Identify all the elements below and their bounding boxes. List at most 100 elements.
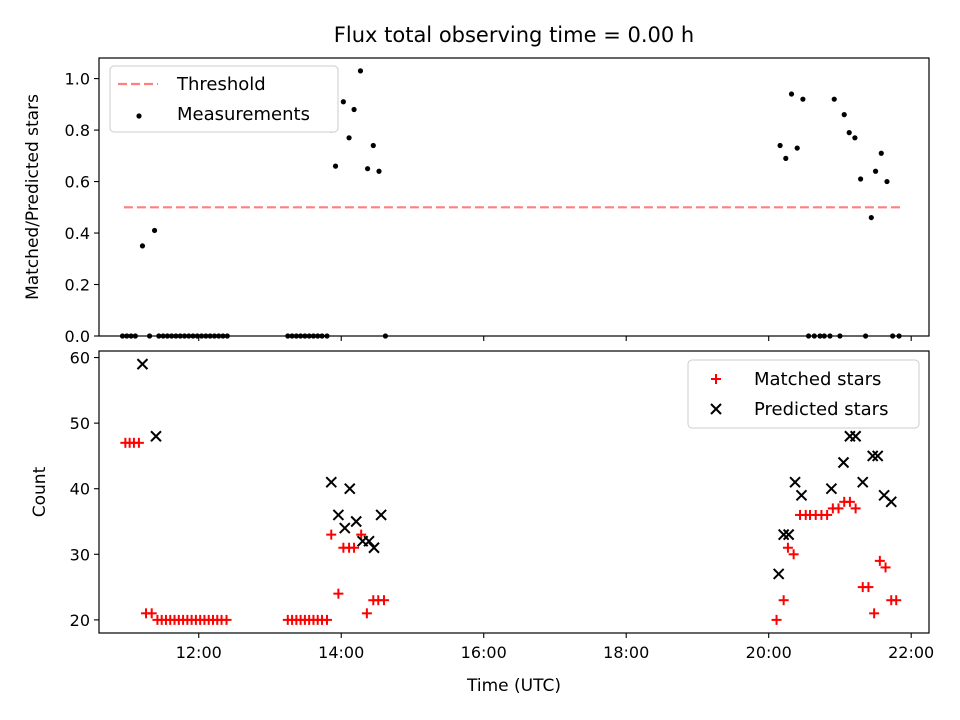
top-legend-box (109, 65, 339, 133)
predicted-star-point (789, 476, 801, 488)
predicted-star-point (772, 568, 785, 580)
bottom-ytick-label: 20 (70, 611, 90, 630)
top-ytick-label: 1.0 (65, 70, 90, 89)
measurement-point (788, 91, 795, 97)
predicted-star-point (837, 456, 850, 469)
matched-star-point (778, 595, 789, 606)
measurement-point (332, 163, 339, 169)
matched-star-point (133, 437, 144, 448)
legend-x-marker (710, 403, 722, 415)
bottom-axis-ticks: 20 30 40 50 60 12:00 14:00 16:00 18:00 20:00 22:00 (70, 349, 935, 662)
top-axis-ticks: 0.0 0.2 0.4 0.6 0.8 1.0 (65, 70, 912, 346)
xtick-label: 16:00 (461, 643, 507, 662)
bottom-y-axis-label: Count (30, 466, 50, 517)
bottom-ytick-label: 30 (70, 545, 90, 564)
panel-top: Flux total observing time = 0.00 h Match… (23, 23, 930, 346)
matched-star-point (874, 555, 885, 566)
predicted-star-point (363, 535, 375, 547)
bottom-plot-frame (98, 350, 930, 634)
top-y-axis-label: Matched/Predicted stars (23, 94, 43, 300)
matched-star-point (349, 542, 360, 553)
panel-bottom: Count Time (UTC) 20 30 40 50 60 12:00 14:00 16:… (30, 349, 934, 696)
matched-star-point (361, 608, 372, 619)
matched-star-point (891, 595, 902, 606)
predicted-star-point (849, 430, 862, 442)
predicted-star-point (795, 489, 808, 501)
measurement-point (868, 214, 874, 221)
predicted-star-point (136, 358, 149, 370)
predicted-star-point (857, 476, 869, 488)
xtick-label: 14:00 (318, 643, 364, 662)
predicted-star-point (871, 450, 884, 462)
xtick-label: 20:00 (746, 643, 792, 662)
top-ytick-label: 0.0 (65, 327, 90, 346)
top-ytick-label: 0.6 (65, 173, 90, 192)
predicted-star-point (325, 476, 337, 488)
xtick-label: 12:00 (176, 643, 222, 662)
top-legend: Threshold Measurements (109, 65, 339, 133)
matched-star-point (788, 549, 799, 560)
bottom-legend-box (687, 359, 920, 429)
matched-star-point (378, 595, 389, 606)
predicted-star-point (825, 483, 838, 495)
measurement-point (351, 106, 357, 113)
legend-measurements-swatch (136, 113, 142, 119)
measurement-point (370, 142, 376, 149)
measurement-point (340, 99, 346, 105)
predicted-star-point (150, 430, 162, 442)
measurement-point (878, 150, 884, 156)
bottom-ytick-label: 60 (70, 349, 90, 368)
top-plot-frame (98, 57, 930, 337)
bottom-legend: Matched stars Predicted stars (687, 359, 920, 429)
matched-stars-series (120, 437, 902, 625)
matched-star-point (221, 614, 232, 625)
predicted-star-point (777, 528, 790, 541)
measurement-point (139, 243, 146, 249)
predicted-star-point (885, 496, 897, 508)
bottom-ytick-label: 50 (70, 414, 90, 433)
predicted-star-point (867, 450, 879, 462)
matched-star-point (146, 608, 157, 619)
bottom-ytick-label: 40 (70, 480, 90, 499)
predicted-star-point (332, 509, 345, 521)
predicted-stars-series (136, 358, 897, 580)
matched-star-point (869, 608, 880, 619)
matched-star-point (771, 614, 782, 625)
top-ytick-label: 0.4 (65, 224, 90, 243)
legend-measurements-label: Measurements (177, 104, 310, 125)
chart-title: Flux total observing time = 0.00 h (334, 23, 694, 47)
matched-star-point (850, 503, 861, 514)
predicted-star-point (350, 515, 362, 528)
measurement-point (800, 96, 806, 102)
xtick-label: 18:00 (603, 643, 649, 662)
measurement-point (858, 176, 864, 182)
measurement-point (831, 96, 837, 102)
measurement-point (777, 142, 783, 149)
measurement-point (794, 145, 800, 151)
legend-threshold-label: Threshold (176, 74, 266, 95)
matched-star-point (356, 529, 367, 540)
matched-star-point (844, 496, 855, 507)
measurement-point (357, 68, 364, 74)
measurement-point (376, 168, 382, 174)
measurement-point (852, 135, 858, 141)
measurements-series (119, 68, 902, 339)
legend-matched-swatch (711, 374, 721, 384)
xtick-label: 22:00 (888, 643, 934, 662)
top-ytick-label: 0.8 (65, 121, 90, 140)
measurement-point (884, 178, 890, 185)
matched-star-point (863, 582, 874, 593)
matched-star-point (333, 588, 344, 599)
predicted-star-point (344, 483, 356, 495)
matched-star-point (782, 542, 793, 553)
measurement-point (151, 227, 158, 234)
predicted-star-point (339, 522, 351, 534)
matched-star-point (822, 509, 833, 520)
predicted-star-point (782, 528, 795, 541)
measurement-point (346, 135, 352, 141)
measurement-point (846, 130, 852, 136)
predicted-star-point (375, 509, 387, 521)
legend-plus-marker (711, 374, 721, 384)
